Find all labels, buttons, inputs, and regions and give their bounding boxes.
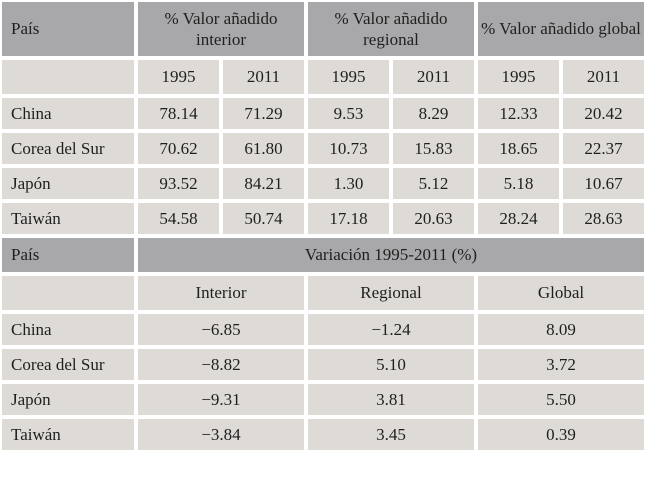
value-cell: 18.65 [478, 133, 559, 164]
value-cell: 5.18 [478, 168, 559, 199]
value-cell: 17.18 [308, 203, 389, 234]
year-header-cell: 1995 [478, 60, 559, 94]
country-cell: China [2, 98, 134, 129]
value-cell: 10.73 [308, 133, 389, 164]
table-row: Japón −9.31 3.81 5.50 [2, 384, 644, 415]
variation-header-row: País Variación 1995-2011 (%) [2, 238, 644, 272]
country-cell: Japón [2, 384, 134, 415]
table-row: Taiwán 54.58 50.74 17.18 20.63 28.24 28.… [2, 203, 644, 234]
value-cell: −6.85 [138, 314, 304, 345]
table-row: China 78.14 71.29 9.53 8.29 12.33 20.42 [2, 98, 644, 129]
year-header-cell: 2011 [223, 60, 304, 94]
column-header-regional: Regional [308, 276, 474, 310]
value-cell: 54.58 [138, 203, 219, 234]
value-cell: −8.82 [138, 349, 304, 380]
value-cell: 5.10 [308, 349, 474, 380]
value-cell: 50.74 [223, 203, 304, 234]
country-cell: Corea del Sur [2, 133, 134, 164]
value-cell: 9.53 [308, 98, 389, 129]
value-cell: −9.31 [138, 384, 304, 415]
country-cell: Taiwán [2, 203, 134, 234]
table-row: Corea del Sur −8.82 5.10 3.72 [2, 349, 644, 380]
value-cell: 71.29 [223, 98, 304, 129]
value-cell: 28.24 [478, 203, 559, 234]
value-cell: 61.80 [223, 133, 304, 164]
year-header-row: 1995 2011 1995 2011 1995 2011 [2, 60, 644, 94]
value-cell: 70.62 [138, 133, 219, 164]
group-header-regional: % Valor añadido regional [308, 2, 474, 56]
empty-cell [2, 60, 134, 94]
value-cell: −3.84 [138, 419, 304, 450]
value-cell: 20.63 [393, 203, 474, 234]
value-added-table: País % Valor añadido interior % Valor añ… [2, 2, 644, 450]
value-cell: 84.21 [223, 168, 304, 199]
table-row: China −6.85 −1.24 8.09 [2, 314, 644, 345]
table-row: Japón 93.52 84.21 1.30 5.12 5.18 10.67 [2, 168, 644, 199]
value-cell: 12.33 [478, 98, 559, 129]
empty-cell [2, 276, 134, 310]
year-header-cell: 1995 [138, 60, 219, 94]
variation-subheader-row: Interior Regional Global [2, 276, 644, 310]
variation-section-header: Variación 1995-2011 (%) [138, 238, 644, 272]
country-cell: China [2, 314, 134, 345]
column-header-interior: Interior [138, 276, 304, 310]
year-header-cell: 1995 [308, 60, 389, 94]
year-header-cell: 2011 [393, 60, 474, 94]
value-cell: 8.09 [478, 314, 644, 345]
country-cell: Corea del Sur [2, 349, 134, 380]
column-header-global: Global [478, 276, 644, 310]
value-cell: 15.83 [393, 133, 474, 164]
value-cell: 93.52 [138, 168, 219, 199]
table-header-row: País % Valor añadido interior % Valor añ… [2, 2, 644, 56]
value-cell: 1.30 [308, 168, 389, 199]
value-cell: 3.45 [308, 419, 474, 450]
country-cell: Taiwán [2, 419, 134, 450]
country-column-header: País [2, 238, 134, 272]
year-header-cell: 2011 [563, 60, 644, 94]
value-cell: 78.14 [138, 98, 219, 129]
value-cell: 22.37 [563, 133, 644, 164]
table-row: Corea del Sur 70.62 61.80 10.73 15.83 18… [2, 133, 644, 164]
value-cell: 5.50 [478, 384, 644, 415]
value-cell: −1.24 [308, 314, 474, 345]
country-column-header: País [2, 2, 134, 56]
country-cell: Japón [2, 168, 134, 199]
group-header-global: % Valor añadido global [478, 2, 644, 56]
table-row: Taiwán −3.84 3.45 0.39 [2, 419, 644, 450]
group-header-interior: % Valor añadido interior [138, 2, 304, 56]
value-cell: 10.67 [563, 168, 644, 199]
value-cell: 8.29 [393, 98, 474, 129]
value-cell: 3.72 [478, 349, 644, 380]
value-cell: 20.42 [563, 98, 644, 129]
value-cell: 0.39 [478, 419, 644, 450]
value-cell: 3.81 [308, 384, 474, 415]
value-cell: 28.63 [563, 203, 644, 234]
value-cell: 5.12 [393, 168, 474, 199]
